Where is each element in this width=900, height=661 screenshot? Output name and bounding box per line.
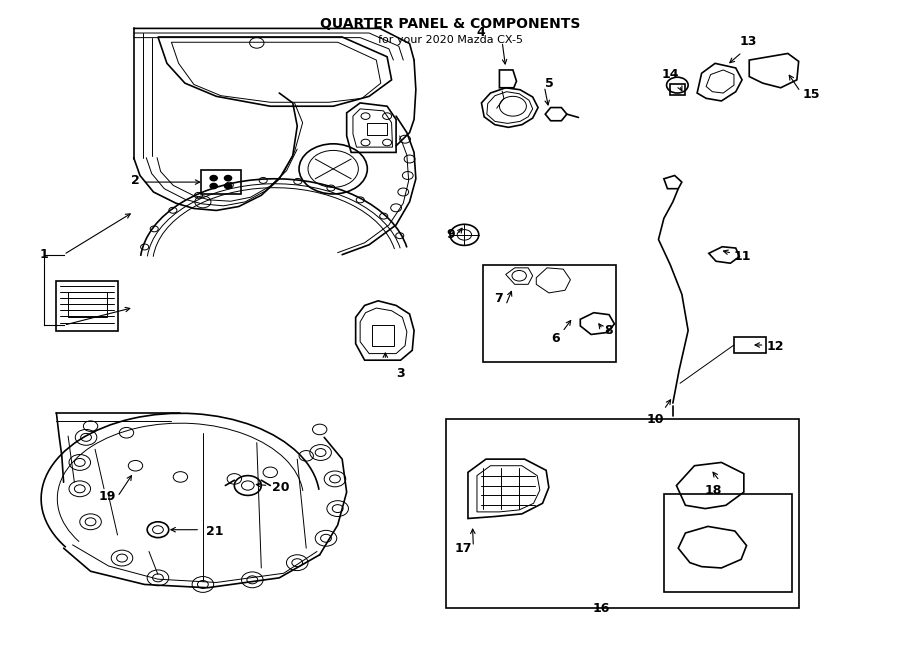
Text: 13: 13 xyxy=(740,35,757,48)
Bar xyxy=(664,494,792,592)
Text: 12: 12 xyxy=(766,340,784,354)
Bar xyxy=(201,171,240,194)
Bar xyxy=(734,337,766,353)
Circle shape xyxy=(224,175,231,180)
Text: 15: 15 xyxy=(802,88,820,101)
Circle shape xyxy=(224,183,231,188)
Text: 19: 19 xyxy=(98,490,116,503)
Circle shape xyxy=(210,175,217,180)
Text: 2: 2 xyxy=(131,175,140,187)
Text: 6: 6 xyxy=(552,332,561,345)
Text: 9: 9 xyxy=(446,228,455,241)
Text: 1: 1 xyxy=(40,248,49,261)
Text: 8: 8 xyxy=(605,324,613,337)
Text: 10: 10 xyxy=(646,413,663,426)
Bar xyxy=(372,325,394,346)
Text: 3: 3 xyxy=(396,367,405,380)
Text: 14: 14 xyxy=(662,68,679,81)
Text: for your 2020 Mazda CX-5: for your 2020 Mazda CX-5 xyxy=(377,35,523,45)
Text: 11: 11 xyxy=(734,250,752,263)
Circle shape xyxy=(210,183,217,188)
Text: 20: 20 xyxy=(272,481,290,494)
Bar xyxy=(670,85,685,95)
Text: 16: 16 xyxy=(592,602,609,615)
Bar xyxy=(483,264,616,362)
Text: QUARTER PANEL & COMPONENTS: QUARTER PANEL & COMPONENTS xyxy=(320,17,580,31)
Bar xyxy=(367,123,387,135)
Text: 5: 5 xyxy=(545,77,554,90)
Text: 18: 18 xyxy=(705,484,722,496)
Text: 17: 17 xyxy=(454,541,472,555)
Text: 4: 4 xyxy=(476,26,485,39)
Text: 21: 21 xyxy=(205,525,223,538)
Bar xyxy=(446,419,798,607)
Text: 7: 7 xyxy=(494,292,503,305)
